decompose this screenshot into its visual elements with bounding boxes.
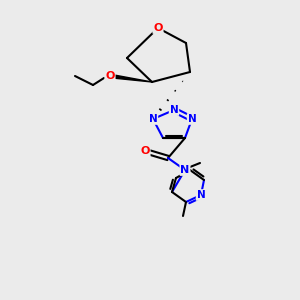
Polygon shape [110, 74, 152, 82]
Text: N: N [148, 114, 158, 124]
Text: O: O [105, 71, 115, 81]
Text: N: N [196, 190, 206, 200]
Text: N: N [180, 165, 190, 175]
Text: N: N [188, 114, 196, 124]
Text: N: N [169, 105, 178, 115]
Text: O: O [140, 146, 150, 156]
Text: O: O [153, 23, 163, 33]
